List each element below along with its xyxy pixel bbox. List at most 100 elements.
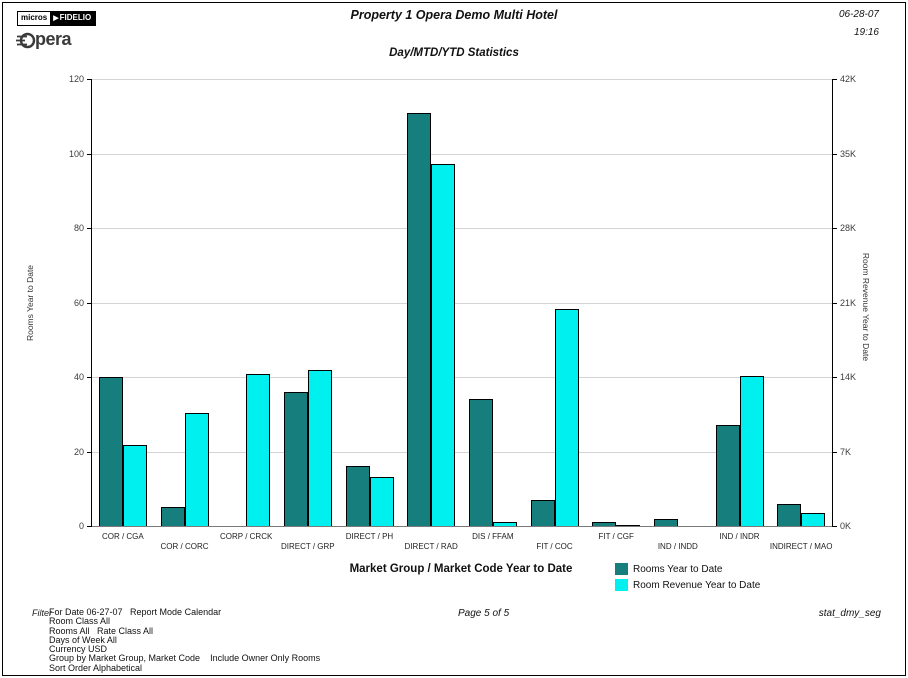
bar-revenue: [492, 521, 517, 526]
y-right-tick-mark: [832, 526, 837, 527]
y-right-tick-label: 0K: [840, 521, 852, 531]
y-right-tick-label: 21K: [840, 297, 857, 308]
bar-revenue: [554, 308, 579, 526]
y-right-tick-mark: [832, 228, 837, 229]
filter-line: Currency USD: [49, 644, 108, 655]
category-label: DIS / FFAM: [472, 532, 514, 541]
x-axis-title: Market Group / Market Code Year to Date: [349, 563, 573, 575]
chart-plot-area: Rooms Year to Date Room Revenue Year to …: [25, 74, 871, 551]
legend-swatch-rooms: [615, 563, 628, 575]
category-label: IND / INDD: [657, 542, 698, 551]
opera-logo-text: pera: [35, 29, 72, 49]
category-label: DIRECT / RAD: [404, 542, 458, 551]
bar-rooms: [777, 503, 802, 526]
report-time: 19:16: [853, 27, 879, 38]
y-right-tick-label: 42K: [840, 74, 857, 84]
legend-swatch-revenue: [615, 579, 628, 591]
y-left-tick-label: 80: [73, 223, 84, 233]
bar-rooms: [407, 112, 432, 526]
filter-line: Rooms All Rate Class All: [49, 625, 154, 636]
category-label: FIT / CGF: [598, 532, 634, 541]
y-left-tick-mark: [87, 451, 92, 453]
micros-logo-text: micros: [17, 11, 52, 26]
y-left-tick-mark: [87, 228, 92, 229]
gridline: [92, 302, 832, 304]
bar-revenue: [431, 164, 456, 526]
bar-rooms: [653, 518, 678, 526]
bar-revenue: [369, 477, 394, 526]
y-right-tick-mark: [832, 79, 837, 80]
y-axis-title-left: Rooms Year to Date: [25, 264, 35, 342]
bar-rooms: [160, 507, 185, 526]
legend-label-revenue: Room Revenue Year to Date: [633, 579, 761, 591]
page-indicator: Page 5 of 5: [458, 608, 510, 619]
legend-item-rooms: Rooms Year to Date: [615, 561, 760, 577]
y-left-tick-label: 0: [78, 521, 84, 531]
bar-revenue: [616, 524, 641, 526]
filter-line: Room Class All: [49, 616, 111, 627]
bar-revenue: [246, 373, 271, 526]
filter-line: For Date 06-27-07 Report Mode Calendar: [49, 607, 222, 617]
y-right-tick-label: 14K: [840, 372, 857, 382]
y-left-tick-mark: [87, 79, 92, 80]
page-title: Property 1 Opera Demo Multi Hotel: [350, 8, 558, 22]
y-left-tick-label: 100: [68, 148, 84, 159]
category-label: DIRECT / GRP: [281, 542, 335, 551]
y-right-tick-mark: [832, 153, 837, 155]
gridline: [92, 153, 832, 155]
opera-swirl-o-icon: [16, 32, 36, 48]
bar-rooms: [592, 522, 617, 526]
bar-rooms: [715, 425, 740, 526]
y-right-tick-label: 7K: [840, 446, 852, 457]
bar-rooms: [98, 377, 123, 526]
chart-legend: Rooms Year to Date Room Revenue Year to …: [615, 561, 760, 593]
gridline: [92, 377, 832, 378]
gridline: [92, 79, 832, 80]
bar-rooms: [530, 499, 555, 526]
y-left-tick-label: 60: [73, 297, 84, 308]
micros-fidelio-logo: micros ▶FIDELIO: [17, 11, 97, 26]
y-left-tick-mark: [87, 526, 92, 527]
category-label: IND / INDR: [719, 532, 760, 541]
legend-item-revenue: Room Revenue Year to Date: [615, 577, 760, 593]
gridline: [92, 228, 832, 229]
y-left-tick-mark: [87, 377, 92, 378]
gridline: [92, 451, 832, 453]
category-label: FIT / COC: [536, 542, 573, 551]
y-left-tick-label: 120: [68, 74, 84, 84]
legend-label-rooms: Rooms Year to Date: [633, 563, 723, 575]
bar-revenue: [801, 513, 826, 526]
arrow-right-icon: ▶: [53, 15, 59, 22]
y-left-tick-label: 40: [73, 372, 84, 382]
bar-rooms: [468, 399, 493, 526]
bar-revenue: [739, 375, 764, 526]
y-left-tick-mark: [87, 302, 92, 304]
filter-line: Group by Market Group, Market Code Inclu…: [49, 653, 321, 664]
y-right-tick-label: 28K: [840, 223, 857, 233]
y-right-tick-mark: [832, 377, 837, 378]
y-right-tick-mark: [832, 451, 837, 453]
category-label: COR / CORC: [160, 542, 209, 551]
category-label: DIRECT / PH: [345, 532, 394, 541]
filter-label: Filter: [32, 608, 52, 618]
report-code: stat_dmy_seg: [818, 608, 881, 619]
y-left-tick-mark: [87, 153, 92, 155]
filter-line: Days of Week All: [49, 634, 117, 645]
report-date: 06-28-07: [838, 9, 879, 20]
fidelio-logo-text: ▶FIDELIO: [51, 11, 97, 26]
report-subtitle: Day/MTD/YTD Statistics: [389, 47, 519, 59]
opera-logo: pera: [16, 29, 72, 50]
category-label: INDIRECT / MAO: [769, 542, 833, 551]
y-right-tick-mark: [832, 302, 837, 304]
bar-revenue: [122, 445, 147, 526]
category-label: COR / CGA: [101, 532, 144, 541]
bar-rooms: [283, 391, 308, 526]
filter-lines: For Date 06-27-07 Report Mode Calendar Ro…: [49, 607, 321, 673]
category-label: CORP / CRCK: [220, 532, 273, 541]
bar-revenue: [184, 413, 209, 526]
bar-revenue: [307, 369, 332, 526]
y-left-tick-label: 20: [73, 446, 84, 457]
bar-rooms: [345, 466, 370, 526]
y-right-tick-label: 35K: [840, 148, 857, 159]
